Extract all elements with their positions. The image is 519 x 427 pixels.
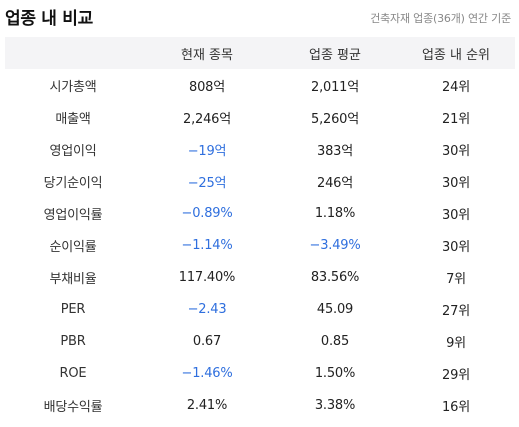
table-row: 배당수익률 2.41% 3.38% 16위 [5,389,515,421]
rank-cell: 30위 [442,239,470,255]
metric-label-cell: 시가총액 [49,79,97,95]
average-value-cell: 1.50% [314,365,356,381]
metric-label-cell: PER [60,301,86,317]
current-value-cell: 0.67 [192,333,222,349]
average-value-cell: 5,260억 [311,111,359,127]
column-header-average: 업종 평균 [309,47,361,63]
column-header-current: 현재 종목 [181,47,233,63]
metric-label-cell: 부채비율 [49,271,97,287]
metric-label-cell: ROE [59,365,87,381]
current-value-cell: −2.43 [187,301,227,317]
table-row: PER −2.43 45.09 27위 [5,293,515,325]
rank-cell: 24위 [442,79,470,95]
table-row: 영업이익률 −0.89% 1.18% 30위 [5,197,515,229]
table-row: 영업이익 −19억 383억 30위 [5,133,515,165]
current-value-cell: 808억 [189,79,225,95]
metric-label-cell: 영업이익률 [43,207,103,223]
current-value-cell: −1.46% [181,365,233,381]
rank-cell: 30위 [442,143,470,159]
panel-header: 업종 내 비교 건축자재 업종(36개) 연간 기준 [0,0,519,36]
metric-label-cell: PBR [60,333,86,349]
rank-cell: 16위 [442,399,470,415]
average-value-cell: 246억 [317,175,353,191]
average-value-cell: 383억 [317,143,353,159]
current-value-cell: −19억 [187,143,227,159]
table-row: 당기순이익 −25억 246억 30위 [5,165,515,197]
rank-cell: 7위 [446,271,466,287]
rank-cell: 30위 [442,175,470,191]
current-value-cell: 2,246억 [183,111,231,127]
average-value-cell: −3.49% [309,237,361,253]
table-row: 시가총액 808억 2,011억 24위 [5,69,515,101]
table-header-row: 현재 종목 업종 평균 업종 내 순위 [5,37,515,69]
metric-label-cell: 당기순이익 [43,175,103,191]
rank-cell: 21위 [442,111,470,127]
rank-cell: 29위 [442,367,470,383]
rank-cell: 27위 [442,303,470,319]
table-row: 매출액 2,246억 5,260억 21위 [5,101,515,133]
current-value-cell: −0.89% [181,205,233,221]
rank-cell: 30위 [442,207,470,223]
table-row: 부채비율 117.40% 83.56% 7위 [5,261,515,293]
average-value-cell: 2,011억 [311,79,359,95]
metric-label-cell: 순이익률 [49,239,97,255]
metric-label-cell: 배당수익률 [43,399,103,415]
average-value-cell: 3.38% [314,397,356,413]
metric-label-cell: 매출액 [55,111,91,127]
table-row: 순이익률 −1.14% −3.49% 30위 [5,229,515,261]
average-value-cell: 0.85 [320,333,350,349]
average-value-cell: 1.18% [314,205,356,221]
panel-subtitle: 건축자재 업종(36개) 연간 기준 [370,12,511,25]
current-value-cell: −25억 [187,175,227,191]
average-value-cell: 83.56% [310,269,360,285]
table-row: PBR 0.67 0.85 9위 [5,325,515,357]
rank-cell: 9위 [446,335,466,351]
average-value-cell: 45.09 [316,301,354,317]
table-row: ROE −1.46% 1.50% 29위 [5,357,515,389]
panel-title: 업종 내 비교 [5,9,93,29]
current-value-cell: −1.14% [181,237,233,253]
current-value-cell: 117.40% [178,269,236,285]
column-header-metric [5,37,141,69]
current-value-cell: 2.41% [186,397,228,413]
column-header-rank: 업종 내 순위 [421,47,491,63]
metric-label-cell: 영업이익 [49,143,97,159]
